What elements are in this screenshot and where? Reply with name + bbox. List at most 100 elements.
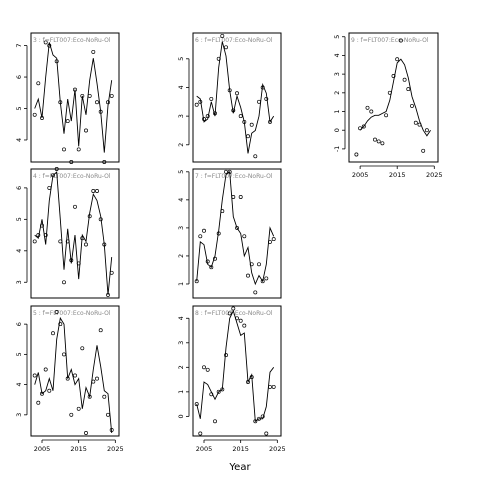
observation-point (246, 380, 250, 384)
observation-point (87, 214, 92, 219)
observation-point (227, 311, 232, 316)
observation-point (95, 100, 99, 105)
observation-point (47, 388, 52, 393)
observation-point (106, 412, 110, 417)
observation-point (202, 365, 206, 370)
observation-point (91, 189, 96, 193)
x-tick-label: 2005 (34, 445, 51, 453)
observation-point (36, 81, 41, 86)
observation-point (238, 114, 243, 119)
model-line (196, 170, 275, 286)
y-tick-label: 4 (177, 316, 185, 320)
x-tick-label: 2025 (426, 171, 443, 179)
observation-point (264, 431, 269, 436)
x-tick-label: 2005 (196, 445, 213, 453)
observation-point (102, 394, 107, 399)
observation-point (36, 400, 41, 405)
observation-point (421, 148, 426, 153)
observation-point (246, 134, 250, 139)
y-tick-label: -1 (333, 146, 341, 152)
observation-point (80, 346, 85, 351)
observation-point (373, 137, 377, 142)
y-tick-label: 3 (177, 341, 185, 345)
observation-point (224, 169, 228, 174)
observation-point (231, 195, 236, 199)
observation-point (98, 328, 103, 333)
observation-point (73, 373, 77, 378)
y-tick-label: 4 (177, 85, 185, 89)
panel-frame (30, 32, 120, 163)
y-tick-label: 7 (15, 44, 23, 48)
y-tick-label: 1 (177, 390, 185, 394)
chart-panels: 3 : f=FLT007:Eco-NoRu-Ol 4 5 6 7 6 : f=FLT007… (15, 32, 443, 453)
panel-frame (30, 305, 120, 437)
panel-frame (192, 32, 282, 163)
observation-point (220, 387, 225, 392)
observation-point (249, 375, 254, 380)
observation-point (205, 114, 210, 119)
observation-point (51, 173, 55, 178)
observation-point (80, 93, 85, 98)
y-tick-label: 4 (15, 249, 23, 253)
observation-point (260, 85, 265, 90)
observation-point (36, 233, 41, 238)
observation-point (213, 419, 217, 424)
observation-point (376, 139, 381, 144)
observation-point (417, 122, 422, 127)
observation-point (231, 306, 236, 311)
observation-point (406, 87, 411, 92)
observation-point (224, 353, 228, 358)
panel-title: 5 : f=FLT007:Eco-NoRu-Ol (33, 310, 111, 317)
observation-point (268, 239, 272, 244)
observation-point (32, 373, 37, 378)
panel-frame (348, 32, 439, 163)
observation-point (369, 109, 374, 114)
observation-point (387, 90, 392, 95)
y-tick-label: 2 (333, 91, 341, 95)
y-tick-label: 5 (177, 170, 185, 174)
observation-point (80, 236, 85, 241)
observation-point (238, 318, 243, 323)
observation-point (213, 256, 217, 261)
observation-point (271, 384, 276, 389)
observation-point (198, 99, 203, 104)
observation-point (58, 322, 63, 327)
observation-point (65, 376, 70, 381)
model-line (359, 58, 431, 137)
observation-point (62, 352, 66, 357)
model-line (196, 309, 275, 423)
observation-point (354, 152, 359, 157)
observation-point (380, 141, 385, 146)
observation-point (73, 87, 77, 92)
observation-point (391, 74, 396, 78)
observation-point (109, 428, 114, 432)
panel-frame (192, 305, 282, 437)
observation-point (365, 105, 370, 110)
observation-point (32, 112, 37, 117)
observation-point (43, 367, 48, 372)
x-tick-label: 2015 (232, 445, 249, 453)
observation-point (242, 234, 247, 239)
y-tick-label: 5 (177, 57, 185, 61)
y-tick-label: 2 (177, 254, 185, 258)
y-tick-label: 4 (177, 198, 185, 202)
observation-point (65, 239, 70, 244)
y-tick-label: 3 (177, 114, 185, 118)
observation-point (106, 100, 110, 105)
observation-point (220, 33, 225, 38)
observation-point (69, 412, 74, 417)
observation-point (257, 262, 261, 267)
observation-point (395, 57, 400, 62)
observation-point (202, 228, 206, 233)
y-tick-label: 0 (333, 128, 341, 132)
observation-point (58, 100, 63, 105)
observation-point (249, 122, 254, 127)
observation-point (40, 391, 44, 396)
observation-point (43, 40, 48, 45)
observation-point (268, 119, 272, 124)
observation-point (213, 111, 217, 116)
observation-point (102, 160, 107, 164)
observation-point (398, 38, 403, 43)
